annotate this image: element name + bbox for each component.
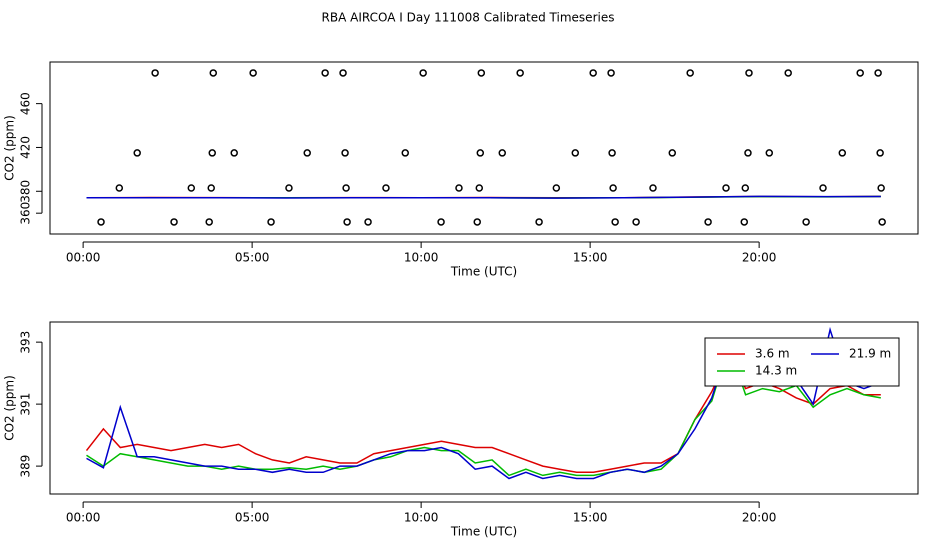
point xyxy=(784,69,792,77)
point xyxy=(97,218,105,226)
point xyxy=(876,149,884,157)
point xyxy=(151,69,159,77)
y-tick-label: 389 xyxy=(19,455,33,478)
x-tick-label: 00:00 xyxy=(66,251,101,265)
point xyxy=(589,69,597,77)
point xyxy=(230,149,238,157)
y-tick-label: 380 xyxy=(19,180,33,203)
x-axis-label: Time (UTC) xyxy=(450,525,517,539)
point xyxy=(343,218,351,226)
point xyxy=(802,218,810,226)
y-tick-label: 391 xyxy=(19,393,33,416)
point xyxy=(498,149,507,157)
point xyxy=(342,184,350,192)
point xyxy=(877,184,885,192)
point xyxy=(321,69,329,77)
x-tick-label: 05:00 xyxy=(235,251,270,265)
point xyxy=(607,69,615,77)
legend-label: 14.3 m xyxy=(755,364,797,378)
point xyxy=(187,184,196,192)
y-axis-label: CO2 (ppm) xyxy=(3,375,17,441)
point xyxy=(477,69,486,77)
point xyxy=(205,218,213,226)
point xyxy=(382,184,390,192)
point xyxy=(476,149,485,157)
point xyxy=(745,69,753,77)
point xyxy=(874,69,882,77)
point xyxy=(765,149,774,157)
point xyxy=(267,218,275,226)
y-axis-label: CO2 (ppm) xyxy=(3,115,17,181)
point xyxy=(419,69,427,77)
x-tick-label: 00:00 xyxy=(66,511,101,525)
point xyxy=(473,218,481,226)
point xyxy=(339,69,347,77)
x-tick-label: 20:00 xyxy=(742,251,777,265)
point xyxy=(609,184,617,192)
point xyxy=(878,218,886,226)
y-tick-label: 460 xyxy=(19,92,33,115)
x-axis-label: Time (UTC) xyxy=(450,265,517,279)
legend-label: 21.9 m xyxy=(849,347,891,361)
series-line xyxy=(86,342,881,477)
x-tick-label: 20:00 xyxy=(742,511,777,525)
series-line xyxy=(85,352,881,474)
x-tick-label: 15:00 xyxy=(573,251,608,265)
legend-box xyxy=(704,337,900,387)
y-tick-label: 360 xyxy=(19,202,33,225)
point xyxy=(856,69,864,77)
point xyxy=(611,218,619,226)
x-tick-label: 10:00 xyxy=(404,251,439,265)
point xyxy=(608,149,616,157)
plot-box xyxy=(49,321,919,495)
point xyxy=(686,69,694,77)
point xyxy=(744,149,752,157)
point xyxy=(364,218,372,226)
figure-title: RBA AIRCOA I Day 111008 Calibrated Times… xyxy=(322,11,615,25)
point xyxy=(455,184,463,192)
y-tick-label: 393 xyxy=(19,331,33,354)
point xyxy=(207,184,215,192)
point xyxy=(341,149,349,157)
point xyxy=(516,69,524,77)
point xyxy=(668,149,677,157)
point xyxy=(401,149,409,157)
plot-box xyxy=(49,61,919,235)
legend-label: 3.6 m xyxy=(755,347,790,361)
y-tick-label: 420 xyxy=(19,136,33,159)
x-tick-label: 05:00 xyxy=(235,511,270,525)
point xyxy=(208,149,216,157)
point xyxy=(571,149,580,157)
point xyxy=(741,184,750,192)
point xyxy=(649,184,657,192)
point xyxy=(437,218,445,226)
point xyxy=(475,184,484,192)
point xyxy=(838,149,847,157)
point xyxy=(704,218,712,226)
point xyxy=(740,218,749,226)
point xyxy=(285,184,293,192)
point xyxy=(303,149,311,157)
x-tick-label: 10:00 xyxy=(404,511,439,525)
point xyxy=(209,69,218,77)
point xyxy=(552,184,561,192)
point xyxy=(632,218,640,226)
point xyxy=(535,218,543,226)
series-line xyxy=(86,195,881,199)
point xyxy=(722,184,730,192)
point xyxy=(133,149,141,157)
point xyxy=(170,218,178,226)
point xyxy=(819,184,827,192)
point xyxy=(249,69,257,77)
x-tick-label: 15:00 xyxy=(573,511,608,525)
point xyxy=(115,184,124,192)
